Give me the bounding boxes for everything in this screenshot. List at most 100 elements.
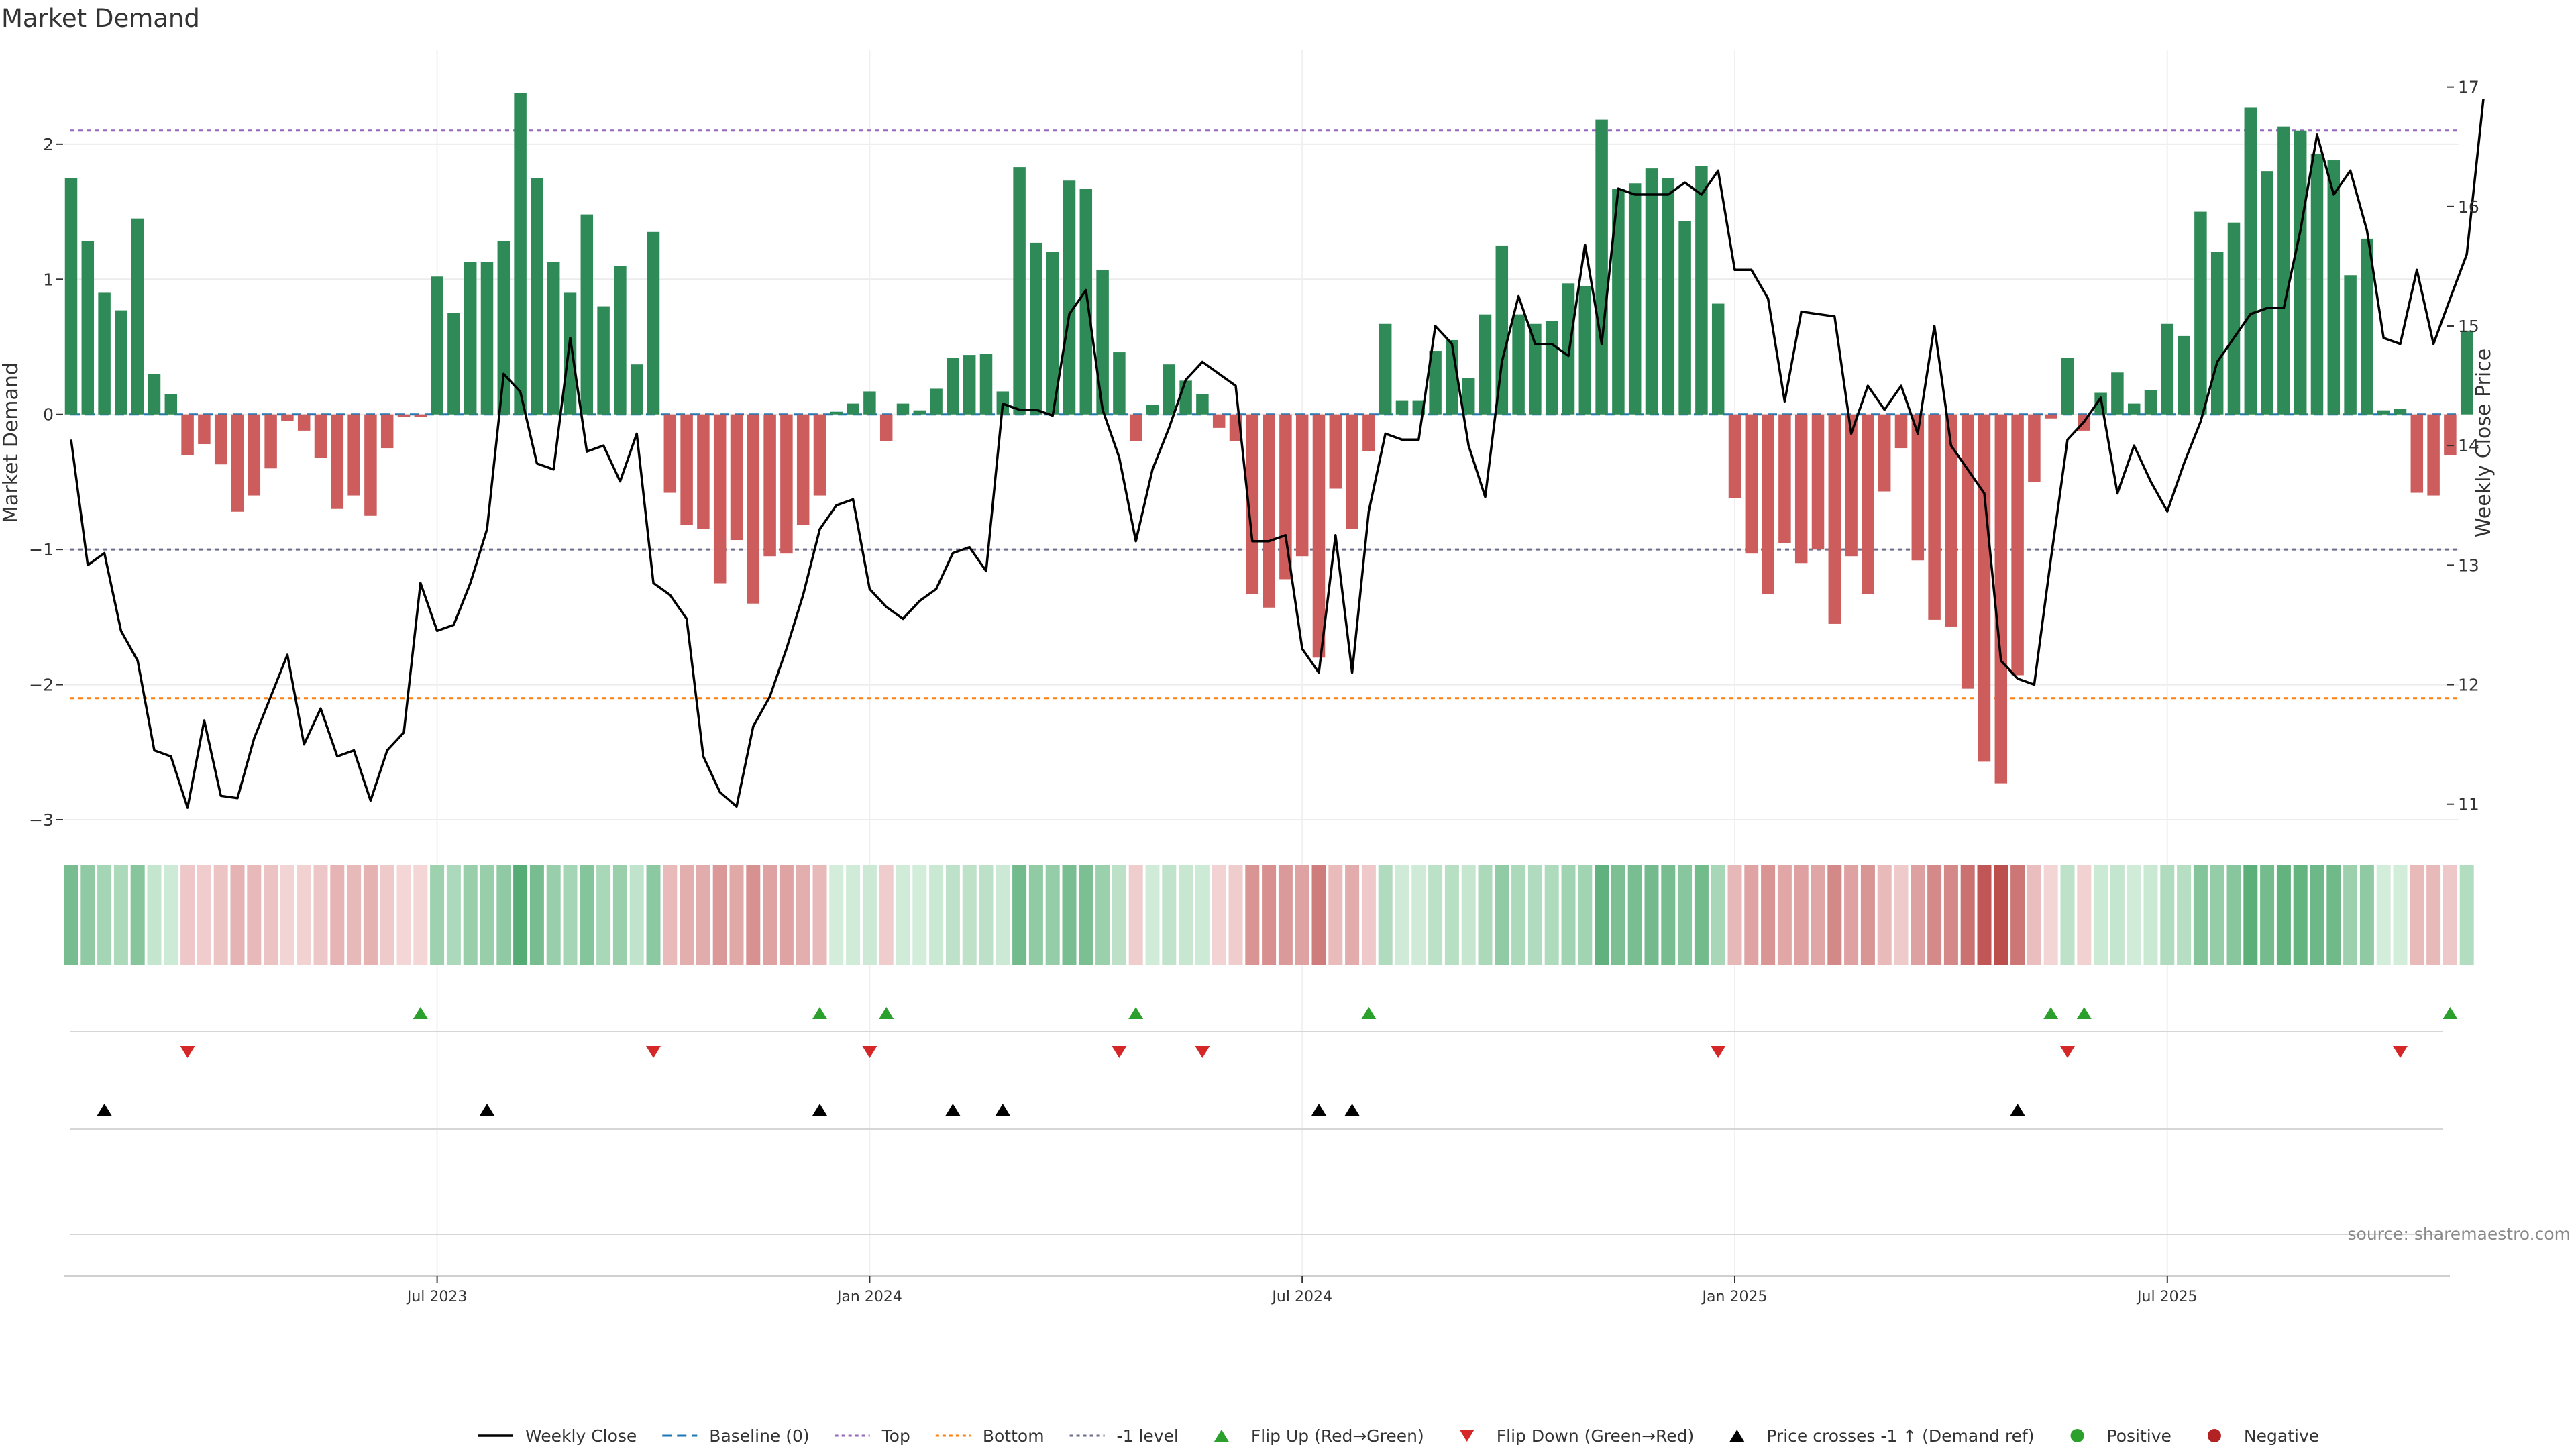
heat-cell <box>596 865 611 965</box>
heat-cell <box>1128 865 1143 965</box>
demand-bar <box>780 414 793 554</box>
demand-bar <box>1246 414 1259 594</box>
heat-cell <box>1262 865 1277 965</box>
heat-cell <box>280 865 294 965</box>
demand-bar <box>2327 160 2341 415</box>
heat-cell <box>2359 865 2374 965</box>
heat-cell <box>1012 865 1027 965</box>
demand-heat-strip <box>64 865 2474 965</box>
heat-cell <box>2393 865 2408 965</box>
demand-bar <box>2310 153 2324 415</box>
demand-bar <box>2361 238 2373 415</box>
heat-cell <box>1245 865 1260 965</box>
flip-up-marker <box>2443 1007 2458 1019</box>
heat-cell <box>413 865 428 965</box>
heat-cell <box>1145 865 1160 965</box>
heat-cell <box>2376 865 2391 965</box>
demand-bar <box>198 414 211 445</box>
legend-item-cross: Price crosses -1 ↑ (Demand ref) <box>1729 1426 2035 1446</box>
demand-bar <box>1312 414 1326 658</box>
demand-bar <box>1728 414 1741 498</box>
x-tick-label: Jul 2025 <box>2136 1289 2198 1305</box>
heat-cell <box>1595 865 1609 965</box>
right-tick-label: 11 <box>2458 795 2479 814</box>
heat-cell <box>1711 865 1725 965</box>
legend-label: Negative <box>2244 1426 2319 1446</box>
heat-cell <box>430 865 445 965</box>
demand-bar <box>730 414 743 541</box>
demand-bar <box>930 388 943 415</box>
heat-cell <box>2143 865 2158 965</box>
demand-bar <box>2394 409 2407 415</box>
heat-cell <box>1345 865 1360 965</box>
demand-bar <box>331 414 344 509</box>
demand-bar <box>2161 323 2174 415</box>
demand-bar <box>1578 286 1592 415</box>
heat-cell <box>180 865 195 965</box>
demand-bar <box>1495 245 1509 415</box>
heat-cell <box>1428 865 1443 965</box>
heat-cell <box>1578 865 1593 965</box>
demand-bar <box>564 292 577 415</box>
flip-down-marker <box>2393 1046 2408 1058</box>
demand-bar <box>1179 380 1192 415</box>
heat-cell <box>380 865 394 965</box>
demand-bar <box>2044 414 2057 419</box>
demand-bar <box>1961 414 1974 689</box>
demand-bar <box>1978 414 1991 762</box>
left-tick-label: 0 <box>43 405 54 425</box>
demand-bar <box>713 414 727 584</box>
demand-bar <box>1462 378 1475 415</box>
price-cross-marker <box>1311 1104 1326 1116</box>
heat-cell <box>1761 865 1776 965</box>
demand-bar <box>1828 414 1841 624</box>
heat-cell <box>230 865 245 965</box>
heat-cell <box>746 865 761 965</box>
heat-cell <box>896 865 910 965</box>
demand-bar <box>1928 414 1941 620</box>
demand-bar <box>1794 414 1808 564</box>
left-tick-label: −2 <box>29 676 54 695</box>
x-tick-label: Jan 2024 <box>836 1289 902 1305</box>
heat-cell <box>1860 865 1875 965</box>
demand-bar <box>963 355 976 415</box>
heat-cell <box>696 865 710 965</box>
demand-bar <box>1512 314 1525 415</box>
demand-bar <box>1046 252 1059 415</box>
demand-bar <box>1945 414 1957 627</box>
heat-cell <box>330 865 345 965</box>
heat-cell <box>1977 865 1992 965</box>
demand-bar <box>830 411 843 415</box>
demand-bar <box>347 414 360 496</box>
demand-bar <box>796 414 810 525</box>
demand-bar <box>1079 189 1093 415</box>
heat-cell <box>1395 865 1409 965</box>
demand-bar <box>64 178 78 415</box>
heat-cell <box>1361 865 1376 965</box>
heat-cell <box>297 865 311 965</box>
heat-cell <box>1727 865 1742 965</box>
demand-bar <box>1030 242 1042 415</box>
demand-bar <box>164 394 178 415</box>
flip-down-marker <box>2060 1046 2075 1058</box>
demand-bar <box>896 403 910 415</box>
demand-bar <box>1711 303 1725 415</box>
left-tick-label: 2 <box>43 135 54 154</box>
demand-bar <box>1545 321 1558 415</box>
demand-bar <box>148 374 161 415</box>
demand-bar <box>1762 414 1774 594</box>
heat-cell <box>1911 865 1925 965</box>
heat-cell <box>2226 865 2241 965</box>
demand-bar <box>81 241 95 415</box>
heat-cell <box>979 865 994 965</box>
heat-cell <box>2260 865 2275 965</box>
right-axis-title: Weekly Close Price <box>2472 348 2496 537</box>
demand-bar <box>497 241 511 415</box>
heat-cell <box>962 865 977 965</box>
heat-cell <box>480 865 494 965</box>
heat-cell <box>2193 865 2208 965</box>
demand-bar <box>1645 168 1658 415</box>
heat-cell <box>2094 865 2108 965</box>
flip-down-marker <box>1195 1046 1210 1058</box>
price-cross-marker <box>995 1104 1010 1116</box>
